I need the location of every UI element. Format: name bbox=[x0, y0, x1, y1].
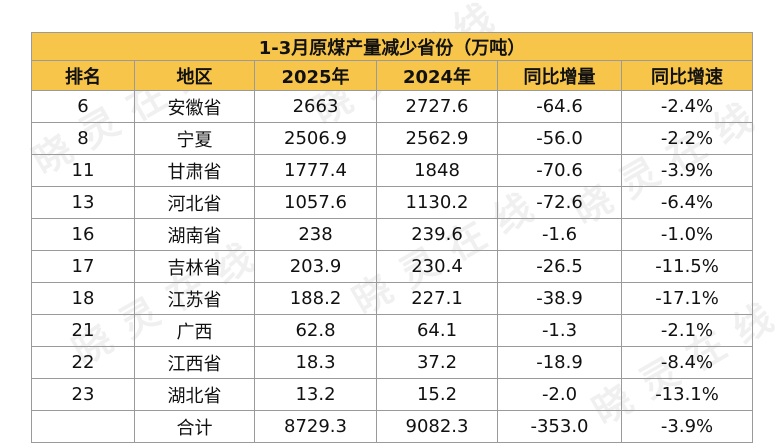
rank-cell bbox=[31, 410, 135, 443]
yoy-rate-cell: -2.4% bbox=[620, 90, 754, 123]
value-2024-cell: 227.1 bbox=[376, 282, 498, 315]
value-2024-cell: 1848 bbox=[376, 154, 498, 187]
region-cell: 宁夏 bbox=[134, 122, 255, 155]
rank-cell: 18 bbox=[31, 282, 135, 315]
rank-cell: 22 bbox=[31, 346, 135, 379]
yoy-rate-cell: -1.0% bbox=[620, 218, 754, 251]
column-header-region: 地区 bbox=[134, 60, 255, 91]
table-title-row: 1-3月原煤产量减少省份（万吨） bbox=[30, 32, 754, 61]
rank-cell: 13 bbox=[31, 186, 135, 219]
value-2025-cell: 203.9 bbox=[254, 250, 377, 283]
yoy-rate-cell: -2.1% bbox=[620, 314, 754, 347]
yoy-rate-cell: -3.9% bbox=[620, 154, 754, 187]
value-2025-cell: 62.8 bbox=[254, 314, 377, 347]
yoy-change-cell: -26.5 bbox=[497, 250, 622, 283]
column-header-2024: 2024年 bbox=[376, 60, 498, 91]
yoy-rate-cell: -13.1% bbox=[620, 378, 754, 411]
region-cell: 江西省 bbox=[134, 346, 255, 379]
column-header-yoy-rate: 同比增速 bbox=[620, 60, 754, 91]
region-cell: 湖南省 bbox=[134, 218, 255, 251]
yoy-change-cell: -72.6 bbox=[497, 186, 622, 219]
table-row: 6 安徽省 2663 2727.6 -64.6 -2.4% bbox=[31, 90, 754, 123]
yoy-change-cell: -353.0 bbox=[497, 410, 622, 443]
value-2024-cell: 230.4 bbox=[376, 250, 498, 283]
yoy-rate-cell: -6.4% bbox=[620, 186, 754, 219]
value-2025-cell: 13.2 bbox=[254, 378, 377, 411]
column-header-rank: 排名 bbox=[31, 60, 135, 91]
table-body: 6 安徽省 2663 2727.6 -64.6 -2.4% 8 宁夏 2506.9 2562.9-… bbox=[31, 90, 754, 443]
yoy-change-cell: -18.9 bbox=[497, 346, 622, 379]
column-header-yoy-change: 同比增量 bbox=[497, 60, 622, 91]
yoy-rate-cell: -2.2% bbox=[620, 122, 754, 155]
region-cell: 广西 bbox=[134, 314, 255, 347]
value-2025-cell: 188.2 bbox=[254, 282, 377, 315]
region-cell: 江苏省 bbox=[134, 282, 255, 315]
region-cell: 合计 bbox=[134, 410, 255, 443]
yoy-rate-cell: -17.1% bbox=[620, 282, 754, 315]
value-2024-cell: 64.1 bbox=[376, 314, 498, 347]
rank-cell: 8 bbox=[31, 122, 135, 155]
value-2025-cell: 2506.9 bbox=[254, 122, 377, 155]
region-cell: 河北省 bbox=[134, 186, 255, 219]
region-cell: 安徽省 bbox=[134, 90, 255, 123]
value-2024-cell: 15.2 bbox=[376, 378, 498, 411]
value-2024-cell: 2727.6 bbox=[376, 90, 498, 123]
table-row: 22 江西省 18.3 37.2 -18.9 -8.4% bbox=[31, 346, 754, 379]
yoy-change-cell: -64.6 bbox=[497, 90, 622, 123]
rank-cell: 11 bbox=[31, 154, 135, 187]
yoy-change-cell: -1.6 bbox=[497, 218, 622, 251]
table-row: 11 甘肃省 1777.4 1848 -70.6 -3.9% bbox=[31, 154, 754, 187]
yoy-change-cell: -2.0 bbox=[497, 378, 622, 411]
value-2024-cell: 9082.3 bbox=[376, 410, 498, 443]
rank-cell: 17 bbox=[31, 250, 135, 283]
region-cell: 吉林省 bbox=[134, 250, 255, 283]
table-row: 18 江苏省 188.2 227.1 -38.9 -17.1% bbox=[31, 282, 754, 315]
rank-cell: 21 bbox=[31, 314, 135, 347]
coal-output-table: 1-3月原煤产量减少省份（万吨） 排名 地区 2025年 2024年 同比增量 … bbox=[30, 32, 754, 443]
table-title: 1-3月原煤产量减少省份（万吨） bbox=[30, 32, 754, 61]
yoy-change-cell: -56.0 bbox=[497, 122, 622, 155]
value-2024-cell: 239.6 bbox=[376, 218, 498, 251]
value-2025-cell: 1057.6 bbox=[254, 186, 377, 219]
table-row: 16 湖南省 238 239.6 -1.6 -1.0% bbox=[31, 218, 754, 251]
table-row: 17 吉林省 203.9 230.4 -26.5 -11.5% bbox=[31, 250, 754, 283]
value-2024-cell: 2562.9 bbox=[376, 122, 498, 155]
table-header-row: 排名 地区 2025年 2024年 同比增量 同比增速 bbox=[31, 60, 754, 91]
rank-cell: 6 bbox=[31, 90, 135, 123]
table-row: 23 湖北省 13.2 15.2 -2.0 -13.1% bbox=[31, 378, 754, 411]
value-2024-cell: 37.2 bbox=[376, 346, 498, 379]
value-2025-cell: 238 bbox=[254, 218, 377, 251]
region-cell: 湖北省 bbox=[134, 378, 255, 411]
table-row: 8 宁夏 2506.9 2562.9 -56.0 -2.2% bbox=[31, 122, 754, 155]
value-2024-cell: 1130.2 bbox=[376, 186, 498, 219]
yoy-change-cell: -38.9 bbox=[497, 282, 622, 315]
region-cell: 甘肃省 bbox=[134, 154, 255, 187]
rank-cell: 23 bbox=[31, 378, 135, 411]
yoy-rate-cell: -11.5% bbox=[620, 250, 754, 283]
value-2025-cell: 2663 bbox=[254, 90, 377, 123]
total-row: 合计 8729.3 9082.3 -353.0 -3.9% bbox=[31, 410, 754, 443]
value-2025-cell: 8729.3 bbox=[254, 410, 377, 443]
yoy-change-cell: -1.3 bbox=[497, 314, 622, 347]
yoy-change-cell: -70.6 bbox=[497, 154, 622, 187]
table-row: 13 河北省 1057.6 1130.2 -72.6 -6.4% bbox=[31, 186, 754, 219]
yoy-rate-cell: -3.9% bbox=[620, 410, 754, 443]
value-2025-cell: 1777.4 bbox=[254, 154, 377, 187]
yoy-rate-cell: -8.4% bbox=[620, 346, 754, 379]
value-2025-cell: 18.3 bbox=[254, 346, 377, 379]
table-row: 21 广西 62.8 64.1 -1.3 -2.1% bbox=[31, 314, 754, 347]
rank-cell: 16 bbox=[31, 218, 135, 251]
column-header-2025: 2025年 bbox=[254, 60, 377, 91]
